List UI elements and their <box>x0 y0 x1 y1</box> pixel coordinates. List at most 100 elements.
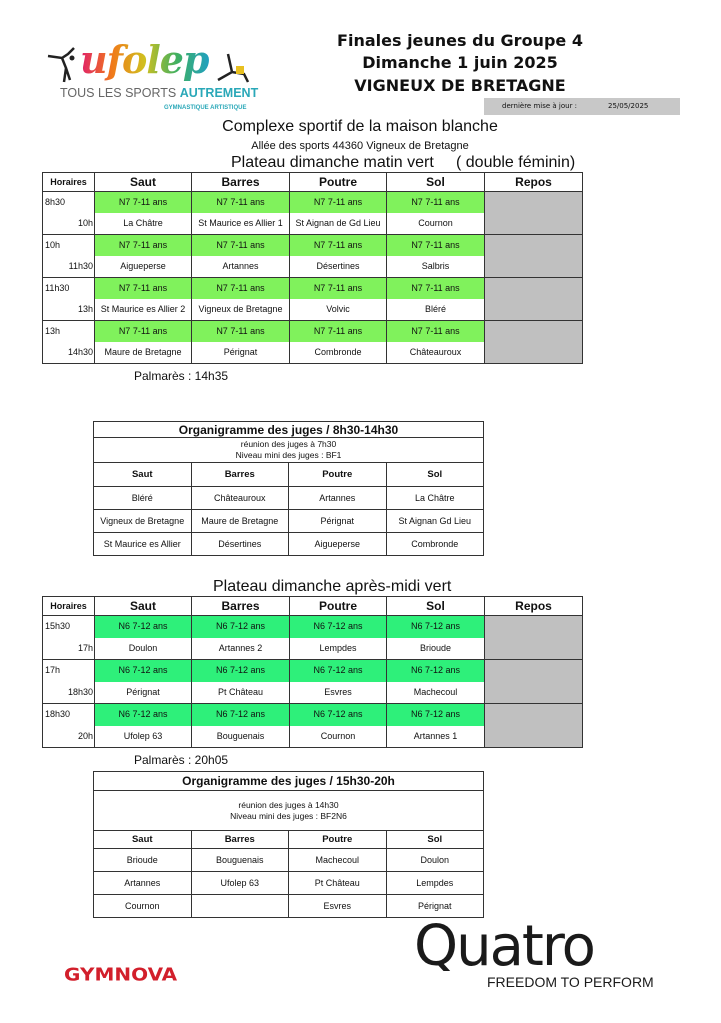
judges-header-row: Saut Barres Poutre Sol <box>93 462 484 487</box>
column-header: Repos <box>484 172 583 192</box>
judge-club-cell: Châteauroux <box>190 486 289 510</box>
judges-row: Artannes Ufolep 63 Pt Château Lempdes <box>93 871 484 895</box>
judge-club-cell: Brioude <box>93 848 192 872</box>
last-update-date: 25/05/2025 <box>608 102 649 110</box>
gymnova-logo: GYMNOVA <box>64 963 178 985</box>
start-time: 18h30 <box>42 703 95 726</box>
judges-row: Vigneux de Bretagne Maure de Bretagne Péri… <box>93 509 484 533</box>
club-cell: Artannes <box>191 255 290 278</box>
morning-judges-table: Organigramme des juges / 8h30-14h30 réuni… <box>93 421 484 556</box>
judges-column-header: Saut <box>93 462 192 487</box>
rotation-level-row: 10h N7 7-11 ans N7 7-11 ans N7 7-11 ans N7 7… <box>42 234 583 278</box>
end-time: 17h <box>42 637 95 660</box>
judges-info-row: réunion des juges à 7h30 Niveau mini des … <box>93 437 484 463</box>
last-update-bar: dernière mise à jour : 25/05/2025 <box>484 98 680 115</box>
level-cell: N7 7-11 ans <box>289 234 387 256</box>
end-time: 18h30 <box>42 681 95 704</box>
repos-cell <box>484 659 583 704</box>
repos-cell <box>484 234 583 278</box>
column-header: Poutre <box>289 596 387 616</box>
title-line-2: Dimanche 1 juin 2025 <box>362 53 558 72</box>
level-cell: N7 7-11 ans <box>289 277 387 299</box>
club-cell: La Châtre <box>94 212 192 235</box>
level-cell: N7 7-11 ans <box>386 234 485 256</box>
judges-meeting: réunion des juges à 7h30 <box>240 439 337 449</box>
header-row: Horaires Saut Barres Poutre Sol Repos <box>42 172 583 192</box>
judge-club-cell: Pt Château <box>288 871 387 895</box>
level-cell: N7 7-11 ans <box>289 320 387 342</box>
judges-row: Cournon Esvres Pérignat <box>93 894 484 918</box>
start-time: 15h30 <box>42 615 95 638</box>
level-cell: N7 7-11 ans <box>191 320 290 342</box>
quatro-tagline: FREEDOM TO PERFORM <box>487 974 654 990</box>
end-time: 20h <box>42 725 95 748</box>
level-cell: N6 7-12 ans <box>289 615 387 638</box>
judge-club-cell: Pérignat <box>385 894 484 918</box>
morning-palmares: Palmarès : 14h35 <box>134 369 229 383</box>
judges-column-header: Saut <box>93 830 192 849</box>
level-cell: N7 7-11 ans <box>94 320 192 342</box>
judges-column-header: Sol <box>385 830 484 849</box>
start-time: 11h30 <box>42 277 95 299</box>
column-header: Horaires <box>42 172 95 192</box>
judge-club-cell: Aigueperse <box>288 532 387 556</box>
judge-club-cell: Lempdes <box>385 871 484 895</box>
level-cell: N6 7-12 ans <box>289 703 387 726</box>
judges-title: Organigramme des juges / 8h30-14h30 <box>93 421 484 438</box>
column-header: Poutre <box>289 172 387 192</box>
judges-column-header: Barres <box>190 830 289 849</box>
logo-tagline-2: AUTREMENT <box>179 86 259 100</box>
judge-club-cell: Esvres <box>288 894 387 918</box>
judges-min-level: Niveau mini des juges : BF2N6 <box>230 810 347 821</box>
judges-info: réunion des juges à 14h30 Niveau mini des… <box>93 790 484 831</box>
level-cell: N6 7-12 ans <box>386 659 485 682</box>
level-cell: N6 7-12 ans <box>386 615 485 638</box>
club-cell: St Maurice es Allier 1 <box>191 212 290 235</box>
rotation-level-row: 11h30 N7 7-11 ans N7 7-11 ans N7 7-11 ans N7… <box>42 277 583 321</box>
repos-cell <box>484 615 583 660</box>
start-time: 13h <box>42 320 95 342</box>
judge-club-cell: Bouguenais <box>190 848 289 872</box>
rotation-level-row: 18h30 N6 7-12 ans N6 7-12 ans N6 7-12 ans N6… <box>42 703 583 748</box>
column-header: Barres <box>191 596 290 616</box>
judges-row: Bléré Châteauroux Artannes La Châtre <box>93 486 484 510</box>
level-cell: N7 7-11 ans <box>386 320 485 342</box>
start-time: 17h <box>42 659 95 682</box>
level-cell: N6 7-12 ans <box>94 615 192 638</box>
club-cell: Machecoul <box>386 681 485 704</box>
venue-name: Complexe sportif de la maison blanche <box>222 118 498 135</box>
afternoon-title: Plateau dimanche après-midi vert <box>213 578 452 595</box>
judge-club-cell: Artannes <box>288 486 387 510</box>
judges-info-row: réunion des juges à 14h30 Niveau mini des… <box>93 790 484 831</box>
end-time: 14h30 <box>42 341 95 364</box>
last-update-label: dernière mise à jour : <box>502 102 578 110</box>
club-cell: Pérignat <box>191 341 290 364</box>
judges-column-header: Barres <box>190 462 289 487</box>
column-header: Repos <box>484 596 583 616</box>
column-header: Barres <box>191 172 290 192</box>
level-cell: N7 7-11 ans <box>191 234 290 256</box>
judges-title-row: Organigramme des juges / 8h30-14h30 <box>93 421 484 438</box>
level-cell: N7 7-11 ans <box>191 191 290 213</box>
rotation-club-row: 14h30 Maure de Bretagne Pérignat Combronde C… <box>42 341 583 364</box>
rotation-level-row: 15h30 N6 7-12 ans N6 7-12 ans N6 7-12 ans N6… <box>42 615 583 660</box>
level-cell: N6 7-12 ans <box>191 659 290 682</box>
level-cell: N6 7-12 ans <box>94 659 192 682</box>
rotation-club-row: 20h Ufolep 63 Bouguenais Cournon Artannes 1 <box>42 725 583 748</box>
venue-address: Allée des sports 44360 Vigneux de Bretag… <box>251 140 469 152</box>
judges-row: Brioude Bouguenais Machecoul Doulon <box>93 848 484 872</box>
judge-club-cell: Désertines <box>190 532 289 556</box>
judges-title: Organigramme des juges / 15h30-20h <box>93 771 484 791</box>
judge-club-cell: St Aignan Gd Lieu <box>385 509 484 533</box>
club-cell: Combronde <box>289 341 387 364</box>
repos-cell <box>484 320 583 364</box>
club-cell: Pérignat <box>94 681 192 704</box>
club-cell: Doulon <box>94 637 192 660</box>
club-cell: Châteauroux <box>386 341 485 364</box>
morning-title: Plateau dimanche matin vert ( double fém… <box>231 154 576 171</box>
rotation-club-row: 13h St Maurice es Allier 2 Vigneux de Bret… <box>42 298 583 321</box>
afternoon-judges-table: Organigramme des juges / 15h30-20h réunio… <box>93 771 484 918</box>
judge-club-cell <box>190 894 289 918</box>
repos-cell <box>484 277 583 321</box>
level-cell: N6 7-12 ans <box>94 703 192 726</box>
